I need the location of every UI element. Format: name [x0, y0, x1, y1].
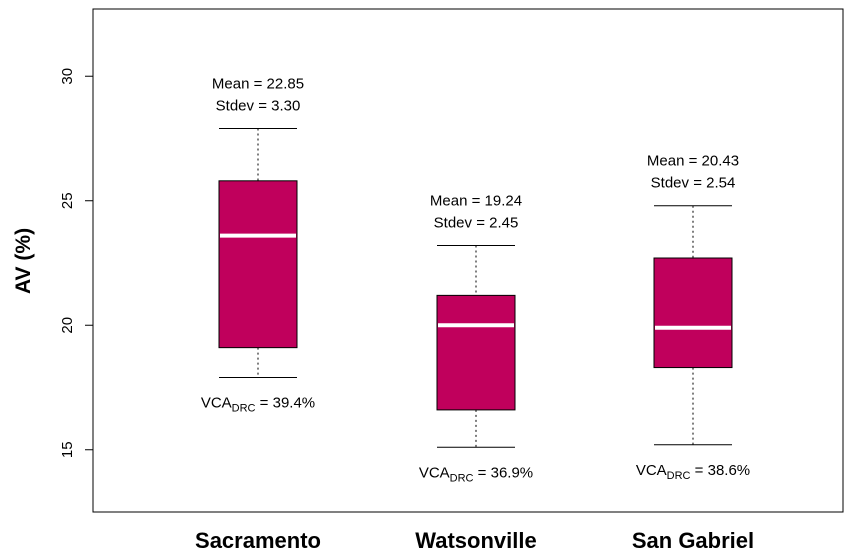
y-axis-title: AV (%) [12, 228, 35, 294]
mean-label: Mean = 19.24 [430, 193, 522, 210]
mean-label: Mean = 20.43 [647, 153, 739, 170]
box-sacramento: Mean = 22.85 Stdev = 3.30 VCADRC = 39.4% [201, 76, 315, 415]
stdev-label: Stdev = 2.45 [434, 215, 519, 232]
box-san-gabriel: Mean = 20.43 Stdev = 2.54 VCADRC = 38.6% [636, 153, 750, 482]
box-iqr [653, 257, 733, 369]
box-watsonville: Mean = 19.24 Stdev = 2.45 VCADRC = 36.9% [419, 193, 533, 485]
box-iqr [218, 180, 298, 349]
category-label: San Gabriel [632, 528, 754, 553]
y-tick-label: 20 [59, 317, 76, 334]
vca-label: VCADRC = 39.4% [201, 395, 315, 415]
box-iqr [436, 294, 516, 411]
mean-label: Mean = 22.85 [212, 76, 304, 93]
x-axis-labels: Sacramento Watsonville San Gabriel [195, 528, 754, 553]
stdev-label: Stdev = 2.54 [651, 175, 736, 192]
y-tick-label: 30 [59, 68, 76, 85]
y-tick-label: 15 [59, 441, 76, 458]
vca-label: VCADRC = 36.9% [419, 464, 533, 484]
vca-label: VCADRC = 38.6% [636, 462, 750, 482]
y-axis: 15 20 25 30 [59, 68, 94, 458]
y-tick-label: 25 [59, 192, 76, 209]
category-label: Sacramento [195, 528, 321, 553]
category-label: Watsonville [415, 528, 536, 553]
stdev-label: Stdev = 3.30 [216, 98, 301, 115]
